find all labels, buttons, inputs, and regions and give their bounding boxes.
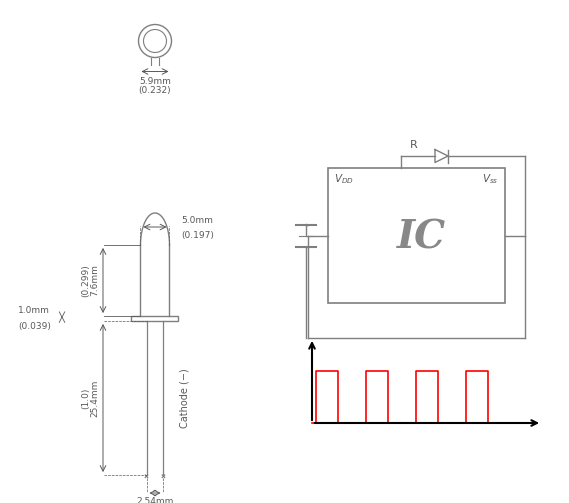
Text: 1.0mm: 1.0mm (18, 306, 50, 315)
Text: (0.232): (0.232) (139, 86, 171, 95)
Text: 5.0mm: 5.0mm (181, 216, 213, 225)
Text: (0.039): (0.039) (18, 322, 51, 331)
Text: 7.6mm: 7.6mm (90, 265, 99, 296)
Text: IC: IC (397, 218, 446, 257)
Text: $V_{ss}$: $V_{ss}$ (483, 172, 499, 186)
Text: 25.4mm: 25.4mm (90, 379, 99, 416)
Text: $V_{DD}$: $V_{DD}$ (334, 172, 354, 186)
Text: (0.299): (0.299) (81, 264, 90, 297)
Text: (1.0): (1.0) (81, 387, 90, 408)
Text: 2.54mm: 2.54mm (137, 497, 174, 503)
Bar (131, 316, 179, 321)
Text: (0.197): (0.197) (181, 231, 214, 240)
Text: 5.9mm: 5.9mm (139, 77, 171, 86)
Text: R: R (410, 140, 418, 150)
Text: Cathode (−): Cathode (−) (180, 368, 190, 428)
Bar (328, 168, 505, 303)
